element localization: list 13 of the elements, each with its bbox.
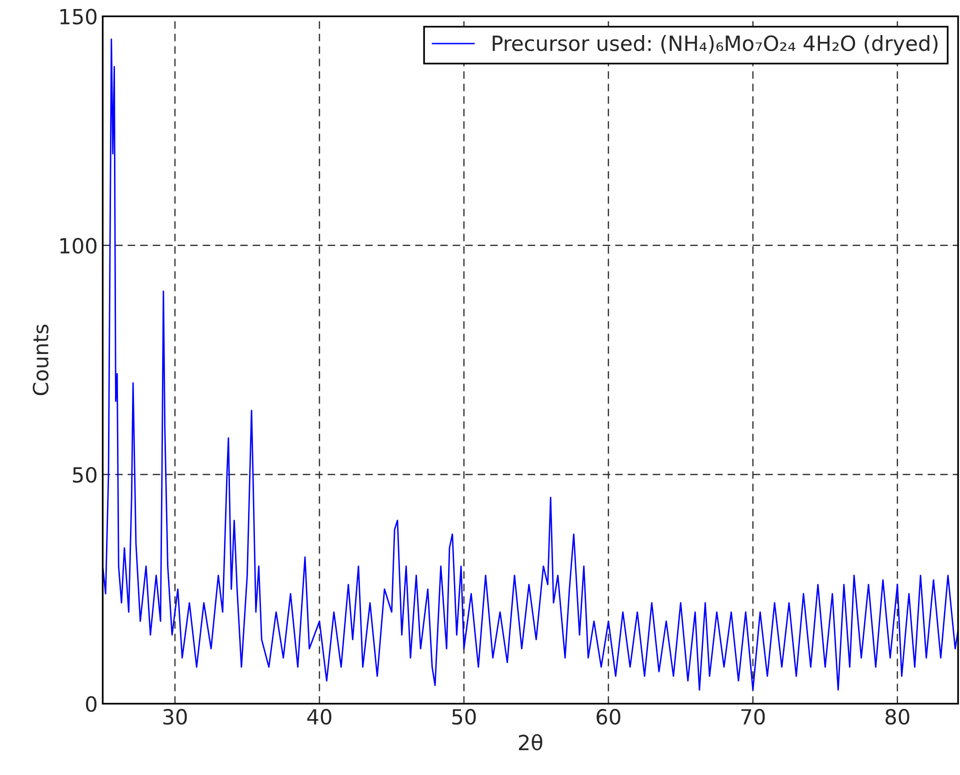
x-tick-label: 60 (596, 708, 620, 725)
legend-label: Precursor used: (NH₄)₆Mo₇O₂₄ 4H₂O (dryed) (492, 35, 938, 56)
y-tick-label: 50 (72, 467, 96, 483)
y-axis-title: Counts (32, 324, 48, 396)
x-tick-label: 80 (886, 708, 910, 725)
y-tick-label: 100 (60, 238, 96, 254)
x-tick-label: 40 (307, 708, 332, 725)
x-axis-title: 2θ (518, 734, 542, 750)
x-tick-label: 30 (163, 708, 187, 725)
x-tick-label: 70 (741, 708, 765, 725)
x-tick-label: 50 (452, 708, 476, 725)
y-tick-label: 0 (86, 696, 96, 712)
y-tick-label: 150 (60, 8, 96, 24)
